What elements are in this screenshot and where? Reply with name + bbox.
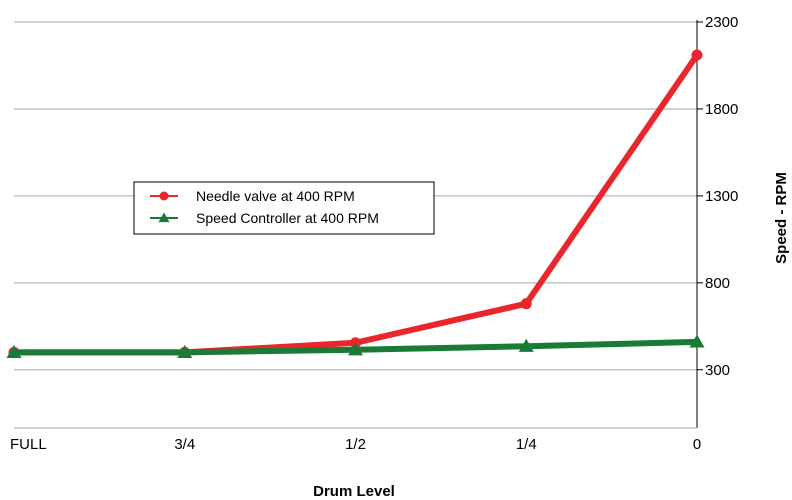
data-point [691,49,703,61]
data-point [177,344,193,358]
legend-box [133,181,435,235]
tick-labels: 300 800 1300 1800 2300 FULL 3/4 1/2 1/4 0 [10,14,738,453]
y-tick-label: 300 [705,362,730,379]
y-tick-label: 2300 [705,14,738,31]
x-tick-label: 3/4 [174,436,195,453]
legend-marker [159,191,169,201]
legend: Needle valve at 400 RPM Speed Controller … [133,181,435,235]
legend-marker [158,212,170,223]
y-tick-label: 1300 [705,188,738,205]
y-axis-title: Speed - RPM [773,172,790,264]
x-tick-label: FULL [10,436,47,453]
data-point [520,298,532,310]
legend-label: Speed Controller at 400 RPM [196,210,379,226]
x-axis-title: Drum Level [313,483,395,500]
data-point [518,338,534,352]
x-tick-label: 1/2 [345,436,366,453]
x-tick-label: 1/4 [516,436,537,453]
data-point [348,342,363,356]
data-point [689,334,705,348]
legend-label: Needle valve at 400 RPM [196,188,355,204]
x-tick-label: 0 [693,436,701,453]
y-tick-label: 800 [705,275,730,292]
y-tick-label: 1800 [705,101,738,118]
axes [14,20,703,429]
series-layer [6,49,705,358]
data-point [6,344,22,358]
